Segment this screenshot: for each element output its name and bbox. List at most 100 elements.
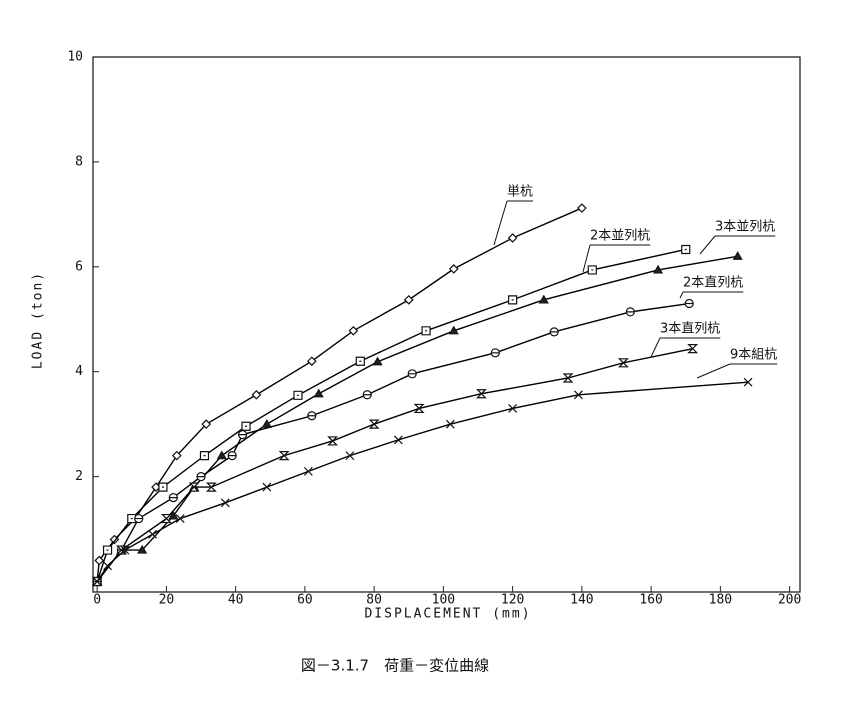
point-marker: [448, 325, 459, 335]
point-marker: [476, 389, 487, 399]
series-label: 2本直列杭: [683, 276, 743, 291]
point-marker: [345, 451, 355, 461]
point-marker: [261, 418, 272, 428]
point-marker: [372, 356, 383, 366]
point-marker: [362, 390, 372, 400]
point-marker: [158, 482, 168, 492]
series-label: 単杭: [507, 184, 533, 200]
point-marker: [653, 264, 664, 274]
point-marker: [134, 513, 144, 524]
label-leader: [493, 200, 508, 246]
label-leader: [582, 244, 591, 273]
point-marker: [168, 510, 179, 520]
point-marker: [216, 450, 227, 460]
point-marker: [251, 389, 262, 400]
y-axis-label: LOAD (ton): [31, 271, 46, 369]
point-marker: [241, 421, 251, 431]
series-label: 9本組杭: [730, 348, 777, 363]
series-line: [96, 302, 690, 582]
point-marker: [684, 298, 694, 309]
point-marker: [549, 327, 559, 337]
point-marker: [237, 430, 248, 440]
series-line: [96, 248, 686, 582]
point-marker: [196, 472, 206, 482]
x-axis-label: DISPLACEMENT (mm): [364, 607, 531, 622]
point-marker: [562, 373, 574, 383]
series-line: [96, 381, 749, 582]
point-marker: [201, 419, 212, 430]
point-marker: [307, 411, 317, 421]
point-marker: [293, 390, 303, 400]
x-tick-label: 200: [778, 593, 801, 608]
label-leader: [679, 291, 684, 299]
point-marker: [94, 555, 105, 566]
label-leader: [699, 235, 716, 255]
point-marker: [220, 498, 230, 508]
x-tick-label: 20: [159, 593, 175, 608]
point-marker: [102, 545, 113, 555]
point-marker: [368, 419, 380, 429]
series-label: 2本並列杭: [590, 229, 650, 244]
point-marker: [625, 307, 635, 317]
y-tick-label: 4: [75, 364, 83, 379]
point-marker: [421, 326, 431, 336]
y-tick-label: 10: [67, 50, 83, 65]
point-marker: [306, 356, 317, 367]
point-marker: [403, 294, 414, 305]
point-marker: [199, 451, 210, 461]
y-tick-label: 8: [75, 154, 83, 169]
series-line: [96, 347, 693, 582]
point-marker: [490, 348, 500, 358]
x-tick-label: 60: [297, 593, 313, 608]
point-marker: [573, 390, 583, 400]
point-marker: [538, 294, 549, 304]
point-marker: [445, 419, 455, 429]
point-marker: [743, 377, 753, 387]
point-marker: [103, 561, 112, 571]
x-tick-label: 180: [709, 593, 732, 608]
point-marker: [120, 545, 130, 555]
point-marker: [171, 450, 182, 461]
point-marker: [407, 369, 417, 379]
point-marker: [137, 544, 148, 554]
point-marker: [227, 451, 237, 461]
point-marker: [175, 514, 185, 523]
point-marker: [448, 264, 459, 274]
x-tick-label: 160: [639, 593, 662, 608]
label-leader: [650, 337, 661, 358]
x-tick-label: 40: [228, 593, 244, 608]
x-tick-label: 140: [570, 593, 593, 608]
point-marker: [732, 251, 743, 260]
point-marker: [355, 356, 365, 366]
series-label: 3本直列杭: [660, 322, 720, 337]
point-marker: [313, 388, 324, 398]
point-marker: [508, 403, 518, 413]
point-marker: [393, 435, 403, 445]
point-marker: [160, 513, 172, 524]
x-tick-label: 80: [366, 593, 382, 608]
series-line: [96, 255, 738, 582]
plot-frame: [92, 56, 801, 593]
point-marker: [278, 451, 290, 461]
label-leader: [696, 363, 731, 379]
point-marker: [587, 265, 597, 275]
point-marker: [507, 233, 518, 243]
point-marker: [687, 344, 699, 354]
point-marker: [92, 577, 102, 586]
point-marker: [168, 492, 178, 503]
point-marker: [303, 466, 313, 476]
point-marker: [188, 482, 200, 492]
point-marker: [327, 436, 339, 446]
point-marker: [617, 358, 629, 368]
point-marker: [262, 482, 272, 492]
point-marker: [413, 403, 425, 414]
point-marker: [148, 529, 157, 539]
series-line: [96, 207, 583, 582]
point-marker: [508, 295, 518, 305]
point-marker: [205, 482, 217, 492]
point-marker: [681, 244, 691, 255]
point-marker: [348, 325, 359, 336]
x-tick-label: 0: [93, 593, 101, 608]
